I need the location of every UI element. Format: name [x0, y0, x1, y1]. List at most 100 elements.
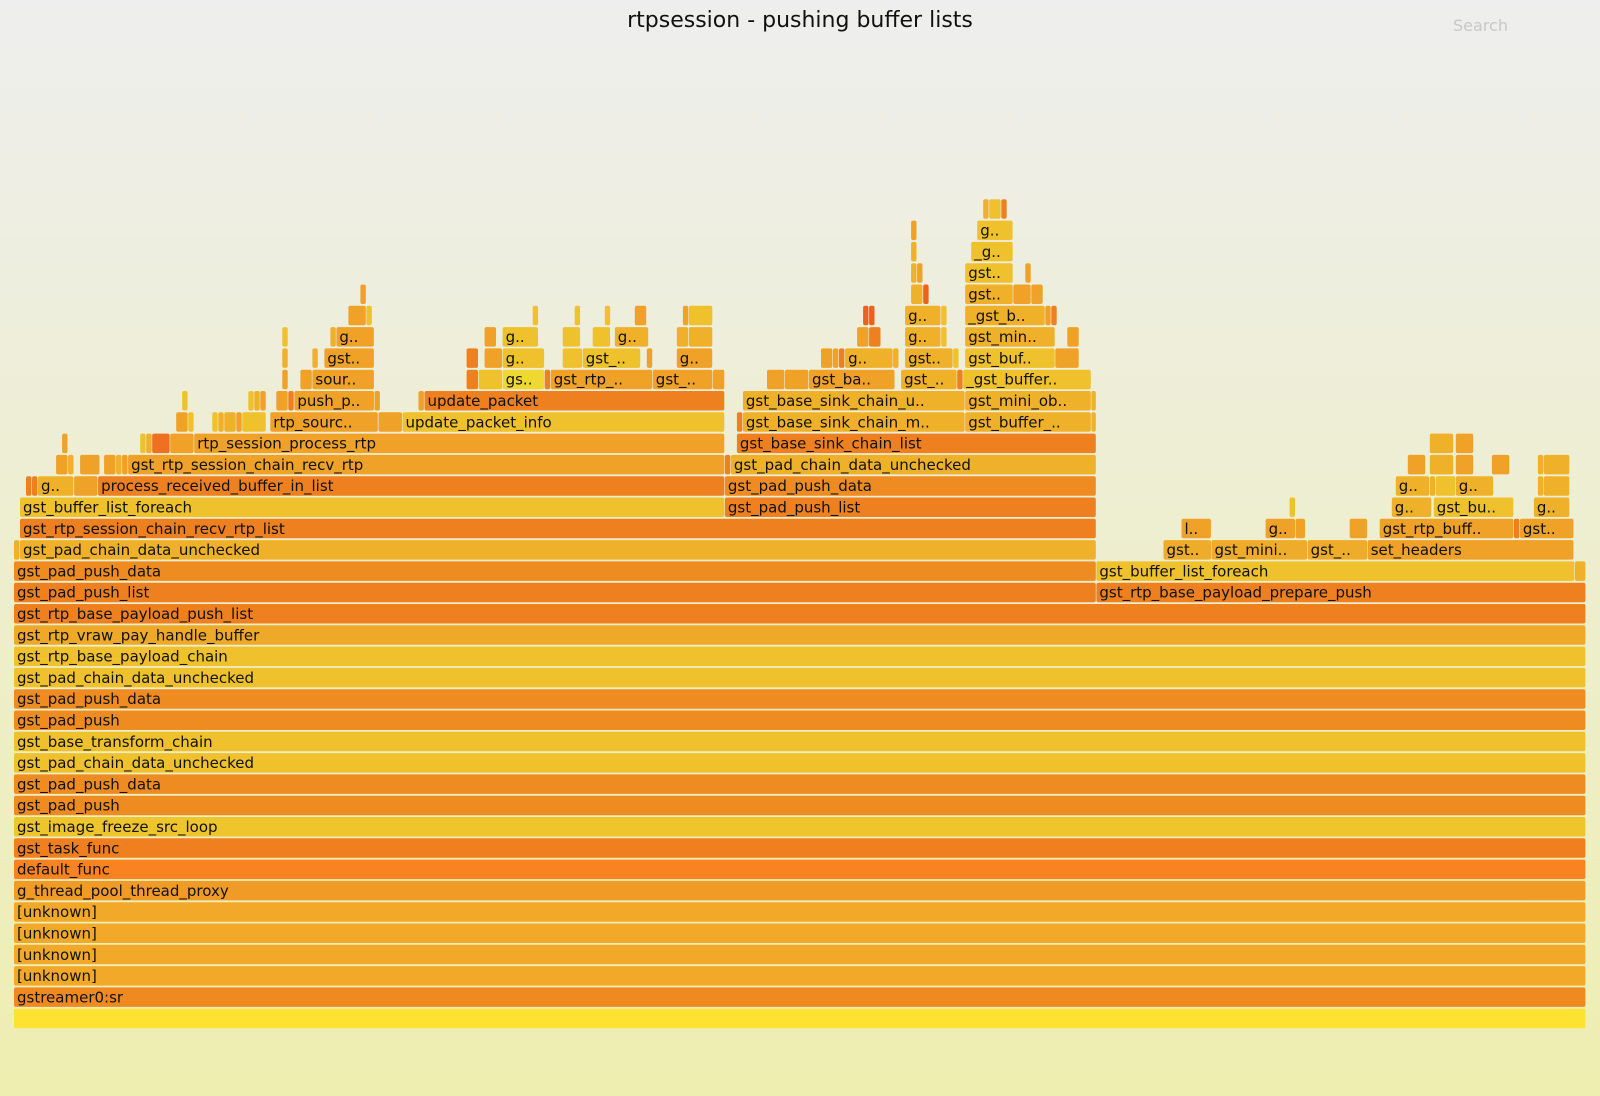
frame-rect[interactable]	[1211, 540, 1308, 560]
flame-frame[interactable]	[923, 284, 929, 305]
flame-frame[interactable]: update_packet_info	[402, 412, 725, 432]
flame-frame[interactable]: gst_base_sink_chain_list	[736, 433, 1096, 454]
flame-frame[interactable]	[1091, 391, 1096, 411]
frame-rect[interactable]	[911, 241, 917, 262]
flame-frame[interactable]	[218, 412, 224, 432]
frame-rect[interactable]	[574, 305, 581, 326]
flame-frame[interactable]: gs..	[502, 369, 545, 390]
flame-frame[interactable]: _gst_b..	[965, 305, 1045, 326]
flame-frame[interactable]	[1575, 561, 1586, 581]
frame-rect[interactable]	[1407, 454, 1426, 475]
flame-frame[interactable]	[989, 199, 1001, 219]
flame-frame[interactable]	[170, 433, 194, 454]
frame-rect[interactable]	[833, 348, 839, 368]
flame-frame[interactable]	[282, 348, 288, 368]
frame-rect[interactable]	[1429, 433, 1454, 454]
flame-frame[interactable]: g..	[845, 348, 893, 368]
frame-rect[interactable]	[374, 391, 380, 411]
frame-rect[interactable]	[736, 412, 743, 432]
frame-rect[interactable]	[348, 305, 366, 326]
flame-frame[interactable]: gst_base_sink_chain_m..	[742, 412, 965, 432]
flame-frame[interactable]	[1543, 476, 1570, 496]
flame-frame[interactable]: gst..	[324, 348, 374, 368]
frame-rect[interactable]	[941, 327, 947, 347]
flame-frame[interactable]	[1543, 454, 1570, 475]
frame-rect[interactable]	[1455, 433, 1474, 454]
frame-rect[interactable]	[977, 220, 1013, 241]
flame-frame[interactable]	[1407, 454, 1426, 475]
frame-rect[interactable]	[869, 327, 881, 347]
frame-rect[interactable]	[869, 305, 875, 326]
frame-rect[interactable]	[941, 305, 947, 326]
frame-rect[interactable]	[14, 795, 1586, 816]
frame-rect[interactable]	[14, 966, 1586, 986]
flame-frame[interactable]: gst_buf..	[965, 348, 1055, 368]
frame-rect[interactable]	[965, 284, 1013, 305]
flame-frame[interactable]: gst_pad_push_data	[14, 774, 1586, 794]
flame-frame[interactable]	[378, 412, 402, 432]
flame-frame[interactable]	[911, 263, 917, 283]
frame-rect[interactable]	[176, 412, 188, 432]
frame-rect[interactable]	[32, 476, 38, 496]
flame-frame[interactable]	[1289, 497, 1295, 518]
frame-rect[interactable]	[14, 859, 1586, 880]
frame-rect[interactable]	[809, 369, 895, 390]
frame-rect[interactable]	[128, 454, 725, 475]
flame-frame[interactable]	[712, 369, 725, 390]
frame-rect[interactable]	[1379, 518, 1514, 539]
frame-rect[interactable]	[1367, 540, 1574, 560]
flame-frame[interactable]	[188, 412, 194, 432]
frame-rect[interactable]	[122, 454, 128, 475]
flame-frame[interactable]	[360, 284, 366, 305]
frame-rect[interactable]	[418, 391, 424, 411]
flame-frame[interactable]	[288, 391, 294, 411]
frame-rect[interactable]	[38, 476, 74, 496]
frame-rect[interactable]	[80, 454, 100, 475]
flame-frame[interactable]: sour..	[312, 369, 374, 390]
frame-rect[interactable]	[378, 412, 402, 432]
frame-rect[interactable]	[14, 710, 1586, 731]
flame-frame[interactable]: l..	[1181, 518, 1211, 539]
flame-frame[interactable]: rtp_sourc..	[270, 412, 378, 432]
frame-rect[interactable]	[676, 327, 689, 347]
frame-rect[interactable]	[604, 305, 611, 326]
frame-rect[interactable]	[14, 561, 1096, 581]
flame-frame[interactable]: g..	[676, 348, 713, 368]
flame-frame[interactable]: gst_ba..	[809, 369, 895, 390]
frame-rect[interactable]	[300, 369, 312, 390]
flame-frame[interactable]: gst_base_transform_chain	[14, 731, 1586, 752]
flame-frame[interactable]	[646, 348, 653, 368]
frame-rect[interactable]	[1181, 518, 1211, 539]
frame-rect[interactable]	[484, 327, 496, 347]
frame-rect[interactable]	[911, 263, 917, 283]
flame-frame[interactable]	[869, 305, 875, 326]
frame-rect[interactable]	[1289, 497, 1295, 518]
flame-frame[interactable]	[1055, 348, 1079, 368]
frame-rect[interactable]	[466, 369, 478, 390]
flame-frame[interactable]	[14, 540, 20, 560]
frame-rect[interactable]	[478, 369, 502, 390]
flame-frame[interactable]: process_received_buffer_in_list	[98, 476, 725, 496]
flame-frame[interactable]	[574, 305, 581, 326]
frame-rect[interactable]	[270, 412, 378, 432]
flame-frame[interactable]	[146, 433, 152, 454]
frame-rect[interactable]	[724, 454, 731, 475]
flame-frame[interactable]	[182, 391, 188, 411]
frame-rect[interactable]	[14, 667, 1586, 688]
flame-frame[interactable]: [unknown]	[14, 966, 1586, 986]
flame-frame[interactable]	[604, 305, 611, 326]
frame-rect[interactable]	[1307, 540, 1368, 560]
frame-rect[interactable]	[14, 923, 1586, 944]
frame-rect[interactable]	[1435, 476, 1456, 496]
frame-rect[interactable]	[20, 518, 1096, 539]
frame-rect[interactable]	[1575, 561, 1586, 581]
frame-rect[interactable]	[146, 433, 152, 454]
frame-rect[interactable]	[68, 454, 74, 475]
flame-frame[interactable]: gst_pad_push	[14, 795, 1586, 816]
frame-rect[interactable]	[901, 369, 957, 390]
flame-frame[interactable]	[833, 348, 839, 368]
frame-rect[interactable]	[917, 263, 923, 283]
flame-frame[interactable]	[1045, 305, 1051, 326]
frame-rect[interactable]	[152, 433, 170, 454]
flame-frame[interactable]	[1013, 284, 1031, 305]
